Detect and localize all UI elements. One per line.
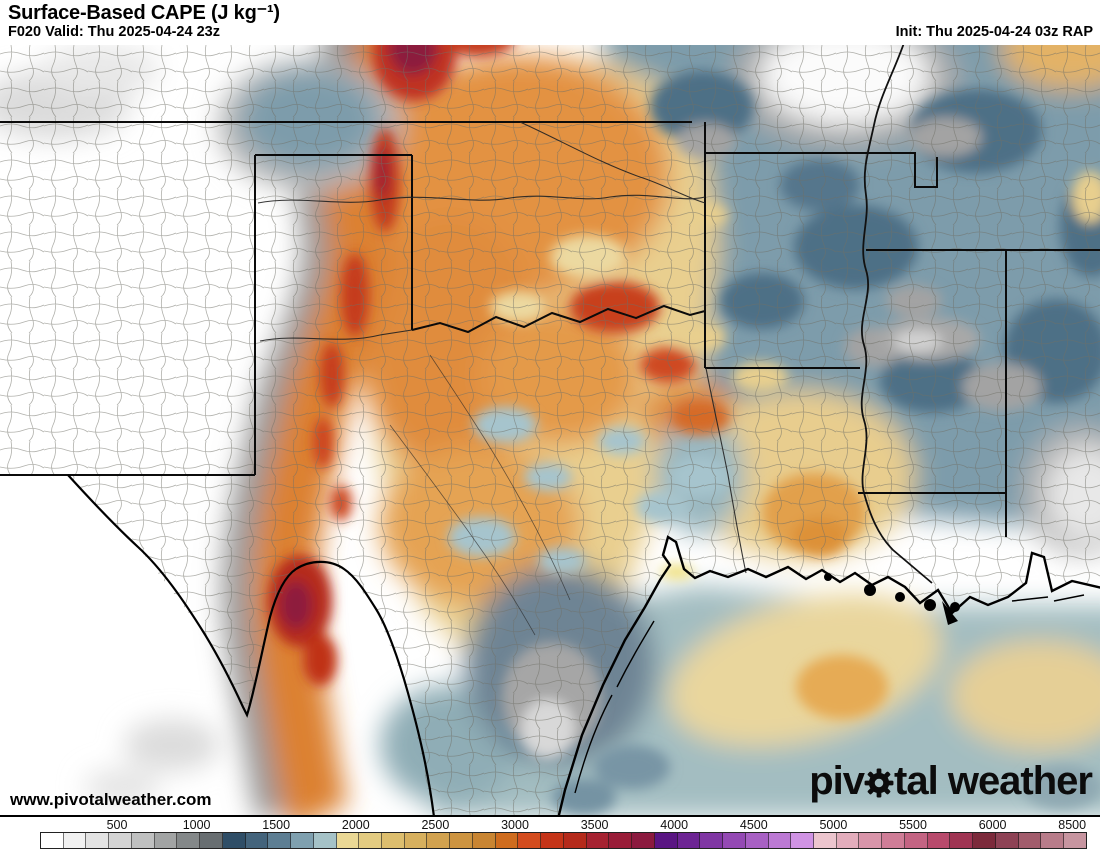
logo-text-right: tal weather <box>894 759 1093 803</box>
colorbar-segment <box>995 833 1019 848</box>
colorbar-segment <box>813 833 837 848</box>
colorbar-segment <box>859 833 883 848</box>
colorbar-segment <box>768 833 792 848</box>
colorbar-segment <box>904 833 928 848</box>
colorbar-segment <box>836 833 860 848</box>
valid-time-label: F020 Valid: Thu 2025-04-24 23z <box>8 24 220 40</box>
colorbar-segment <box>154 833 178 848</box>
pivotal-weather-logo: piv tal weather <box>809 759 1093 803</box>
colorbar-segment <box>450 833 473 848</box>
mississippi-river <box>860 45 933 584</box>
state-borders <box>0 121 1100 537</box>
colorbar-segment <box>245 833 269 848</box>
colorbar-segment <box>1018 833 1042 848</box>
colorbar-segment <box>359 833 383 848</box>
colorbar-segment <box>950 833 974 848</box>
website-url: www.pivotalweather.com <box>10 790 212 809</box>
colorbar-segment <box>382 833 405 848</box>
colorbar-segment <box>200 833 223 848</box>
rivers <box>257 121 747 636</box>
colorbar-segment <box>495 833 519 848</box>
colorbar-area: 500 1000 1500 2000 2500 3000 3500 4000 4500 5000 5… <box>0 817 1100 850</box>
colorbar-segment <box>222 833 246 848</box>
colorbar-segment <box>472 833 496 848</box>
colorbar-segment <box>86 833 110 848</box>
colorbar-tick-label: 500 <box>106 818 128 832</box>
colorbar-segment <box>609 833 633 848</box>
colorbar-segment <box>677 833 701 848</box>
colorbar-segment <box>1064 833 1086 848</box>
colorbar-tick-label: 1000 <box>182 818 211 832</box>
colorbar-segment <box>700 833 724 848</box>
colorbar-segment <box>291 833 314 848</box>
colorbar-segment <box>632 833 655 848</box>
colorbar-segment <box>41 833 64 848</box>
gear-icon <box>864 768 894 798</box>
colorbar-segment <box>541 833 564 848</box>
colorbar-segment <box>109 833 132 848</box>
colorbar-tick-label: 8500 <box>1058 818 1087 832</box>
colorbar-segment <box>63 833 87 848</box>
colorbar-segment <box>586 833 610 848</box>
colorbar-segment <box>745 833 769 848</box>
colorbar-segment <box>336 833 360 848</box>
colorbar-tick-label: 4500 <box>739 818 768 832</box>
colorbar-tick-label: 3000 <box>501 818 529 832</box>
coastline <box>557 535 1100 815</box>
cape-map <box>0 45 1100 817</box>
rio-grande-river <box>67 474 435 815</box>
colorbar-segment <box>518 833 542 848</box>
colorbar-segment <box>131 833 155 848</box>
colorbar-tick-label: 3500 <box>580 818 609 832</box>
colorbar-segment <box>1041 833 1065 848</box>
colorbar-segment <box>313 833 337 848</box>
colorbar-tick-label: 1500 <box>262 818 291 832</box>
colorbar-segment <box>723 833 746 848</box>
colorbar-segment <box>563 833 587 848</box>
init-time-label: Init: Thu 2025-04-24 03z RAP <box>895 24 1093 40</box>
colorbar-segment <box>973 833 996 848</box>
colorbar-segment <box>882 833 905 848</box>
logo-text-left: piv <box>809 759 865 803</box>
colorbar <box>40 832 1087 849</box>
colorbar-tick-label: 4000 <box>660 818 689 832</box>
colorbar-segment <box>268 833 292 848</box>
cape-map-canvas <box>0 45 1100 815</box>
colorbar-segment <box>791 833 814 848</box>
colorbar-tick-label: 2000 <box>341 818 370 832</box>
colorbar-tick-label: 2500 <box>421 818 450 832</box>
page-title: Surface-Based CAPE (J kg⁻¹) <box>8 2 280 24</box>
colorbar-segment <box>927 833 951 848</box>
colorbar-tick-label: 5500 <box>899 818 927 832</box>
colorbar-segment <box>404 833 428 848</box>
colorbar-segment <box>654 833 678 848</box>
colorbar-tick-label: 5000 <box>819 818 848 832</box>
colorbar-segment <box>427 833 451 848</box>
colorbar-tick-label: 6000 <box>978 818 1007 832</box>
colorbar-segment <box>177 833 201 848</box>
